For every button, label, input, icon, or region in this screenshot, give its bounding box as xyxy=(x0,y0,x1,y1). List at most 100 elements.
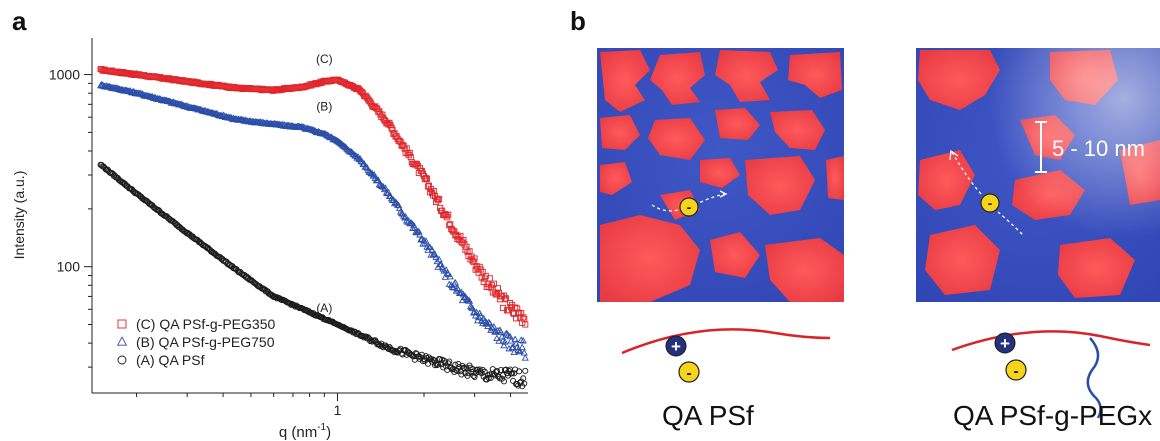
data-point xyxy=(433,257,441,265)
minus-ion-right-sign: - xyxy=(988,195,993,211)
data-point xyxy=(383,189,392,197)
data-point xyxy=(518,343,526,351)
data-point xyxy=(430,250,438,257)
data-point xyxy=(485,374,492,382)
data-point xyxy=(196,239,203,246)
data-point xyxy=(181,228,188,235)
data-point xyxy=(425,182,433,189)
data-point xyxy=(399,141,406,148)
peg-side-chain xyxy=(1086,337,1102,419)
data-point xyxy=(471,373,478,380)
data-point xyxy=(520,314,527,321)
data-point xyxy=(500,378,508,385)
data-point xyxy=(291,302,298,309)
data-point xyxy=(519,336,527,344)
data-point xyxy=(517,336,525,343)
data-point xyxy=(495,337,503,344)
data-point xyxy=(514,305,521,312)
data-point xyxy=(412,161,419,168)
data-point xyxy=(471,255,478,262)
data-point xyxy=(458,371,465,378)
data-point xyxy=(457,368,464,375)
data-point xyxy=(497,328,505,335)
data-point xyxy=(490,280,497,287)
data-point xyxy=(357,157,365,164)
x-tick-label: 1 xyxy=(334,402,342,418)
data-point xyxy=(116,177,123,184)
data-point xyxy=(502,295,510,302)
data-point xyxy=(522,367,529,374)
data-point xyxy=(438,361,445,368)
data-point xyxy=(429,356,437,363)
data-point xyxy=(451,368,458,376)
data-point xyxy=(511,370,518,377)
data-point xyxy=(491,328,499,335)
data-point xyxy=(464,248,471,255)
data-point xyxy=(435,255,443,263)
legend-label: (C) QA PSf-g-PEG350 xyxy=(136,316,275,332)
minus-ion-left-2 xyxy=(678,361,700,383)
plus-ion-left xyxy=(665,335,687,357)
data-point xyxy=(96,81,105,89)
data-point xyxy=(449,283,457,291)
data-point xyxy=(143,197,150,204)
data-point xyxy=(502,366,510,373)
data-point xyxy=(447,221,454,228)
data-point xyxy=(490,322,498,330)
data-point xyxy=(391,349,398,356)
data-point xyxy=(401,213,409,221)
data-point xyxy=(397,209,406,217)
data-point xyxy=(460,237,467,244)
data-point xyxy=(509,370,516,377)
data-point xyxy=(253,281,260,288)
data-point xyxy=(435,197,442,204)
polymer-schematic-psf: + - xyxy=(621,328,831,383)
minus-ion-right: - xyxy=(980,193,1000,213)
legend-label: (B) QA PSf-g-PEG750 xyxy=(136,334,275,350)
data-point xyxy=(378,182,386,190)
x-axis-label-close: ) xyxy=(326,424,331,441)
legend: (C) QA PSf-g-PEG350 (B) QA PSf-g-PEG750 (A… xyxy=(116,316,275,368)
data-point xyxy=(521,380,528,387)
data-point xyxy=(451,278,459,286)
caption-qa-psf-g-pegx: QA PSf-g-PEGx xyxy=(953,400,1153,431)
data-point xyxy=(465,370,472,377)
series-annotation: (B) xyxy=(316,100,332,114)
data-point xyxy=(522,321,529,328)
data-point xyxy=(391,198,400,206)
data-point xyxy=(460,364,467,371)
data-point xyxy=(232,265,239,272)
legend-marker xyxy=(117,319,127,329)
data-point xyxy=(428,245,436,253)
data-point xyxy=(362,163,370,170)
data-point xyxy=(507,300,514,307)
y-tick-label: 1000 xyxy=(49,67,80,83)
series-circle-markers xyxy=(97,161,529,390)
series-annotation: (A) xyxy=(316,301,332,315)
data-point xyxy=(442,359,449,366)
legend-marker xyxy=(117,355,127,365)
panel-a-label: a xyxy=(12,6,27,36)
data-point xyxy=(520,348,528,356)
series-annotation: (C) xyxy=(316,52,333,66)
data-point xyxy=(521,354,529,361)
data-point xyxy=(465,297,474,304)
data-point xyxy=(488,282,495,289)
data-point xyxy=(472,308,481,316)
data-point xyxy=(381,184,390,191)
series-triangle-markers xyxy=(96,80,529,361)
data-point xyxy=(406,149,413,156)
data-point xyxy=(386,343,393,351)
data-point xyxy=(501,338,509,345)
data-point xyxy=(367,169,375,177)
data-point xyxy=(393,201,402,208)
data-point xyxy=(389,126,396,133)
data-point xyxy=(383,343,390,351)
data-point xyxy=(417,235,425,243)
morphology-image-psf xyxy=(597,48,844,302)
data-point xyxy=(422,237,430,244)
data-point xyxy=(516,347,524,354)
data-point xyxy=(374,176,382,183)
data-point xyxy=(494,285,501,292)
data-point xyxy=(413,228,421,236)
